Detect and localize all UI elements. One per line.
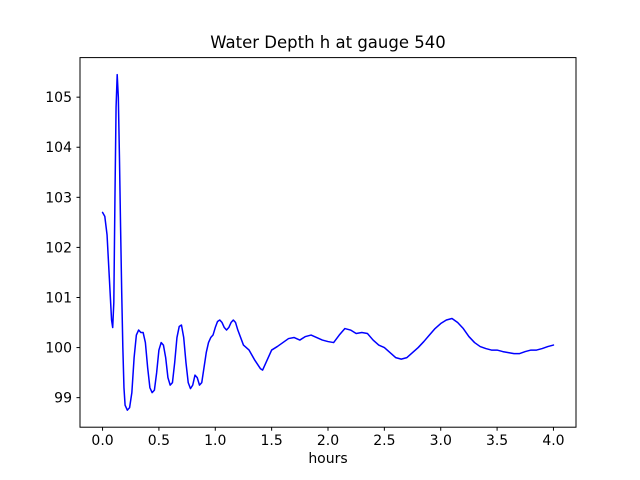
x-tick-label: 1.0 <box>204 433 226 449</box>
y-tick-label: 103 <box>45 190 72 206</box>
axes-frame <box>79 57 577 428</box>
data-line <box>101 73 555 411</box>
y-tick-label: 100 <box>45 341 72 357</box>
x-tick-label: 3.0 <box>430 433 452 449</box>
y-tick-label: 99 <box>54 391 72 407</box>
y-tick-label: 101 <box>45 290 72 306</box>
x-tick-label: 2.5 <box>373 433 395 449</box>
x-tick-label: 0.0 <box>91 433 113 449</box>
x-tick-label: 0.5 <box>148 433 170 449</box>
y-tick-label: 102 <box>45 240 72 256</box>
x-tick-label: 2.0 <box>317 433 339 449</box>
chart-title: Water Depth h at gauge 540 <box>210 33 446 52</box>
x-tick-label: 1.5 <box>261 433 283 449</box>
y-tick-label: 105 <box>45 90 72 106</box>
x-axis-label: hours <box>308 451 348 467</box>
y-tick-label: 104 <box>45 140 72 156</box>
x-tick-label: 4.0 <box>542 433 564 449</box>
x-tick-label: 3.5 <box>486 433 508 449</box>
